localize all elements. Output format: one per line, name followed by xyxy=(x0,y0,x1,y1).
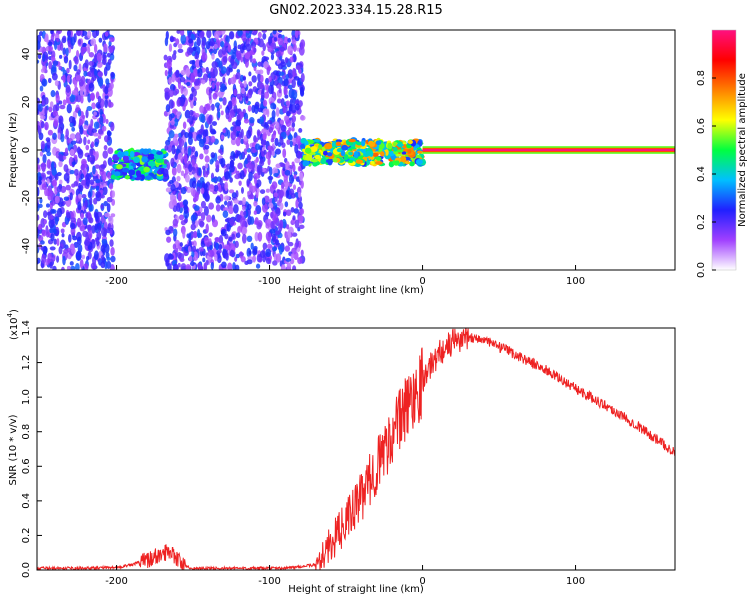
x-tick-label: 100 xyxy=(566,576,585,587)
y-tick-label: 0.6 xyxy=(21,458,32,474)
colorbar-tick-label: 0.8 xyxy=(696,70,707,86)
snr-x-label: Height of straight line (km) xyxy=(288,584,424,595)
colorbar-frame xyxy=(711,29,737,271)
snr-frame xyxy=(36,327,676,571)
x-tick-label: 0 xyxy=(419,576,425,587)
x-tick-label: 0 xyxy=(419,276,425,287)
heatmap-region xyxy=(110,147,170,182)
svg-text:(x104): (x104) xyxy=(6,309,20,340)
heatmap-region xyxy=(37,30,116,270)
colorbar-tick-label: 0.6 xyxy=(696,118,707,134)
snr-y-label: SNR (10 * v/v) xyxy=(8,414,19,485)
y-tick-label: 0 xyxy=(21,147,32,153)
heatmap-region xyxy=(300,137,427,168)
colorbar-gradient xyxy=(712,30,736,270)
colorbar: 0.0 0.2 0.4 0.6 0.8 Normalized spectral ampl… xyxy=(696,29,748,278)
snr-series-line xyxy=(37,328,675,570)
y-tick-label: 1.0 xyxy=(21,389,32,405)
y-tick-label: 1.2 xyxy=(21,355,32,371)
x-tick-label: -200 xyxy=(105,276,128,287)
snr-y-axis: 0.0 0.2 0.4 0.6 0.8 1.0 1.2 1.4 xyxy=(21,320,42,578)
snr-multiplier-base: (x10 xyxy=(9,317,20,340)
spectrogram-y-axis: -40 -20 0 20 40 xyxy=(21,48,42,254)
snr-panel: -200 -100 0 100 0.0 0.2 0.4 0.6 0.8 1.0 1.2 1.4 He… xyxy=(6,309,676,595)
colorbar-axis: 0.0 0.2 0.4 0.6 0.8 xyxy=(696,70,716,278)
spectrogram-y-label: Frequency (Hz) xyxy=(8,112,19,188)
colorbar-label: Normalized spectral amplitude xyxy=(737,73,748,227)
y-tick-label: -20 xyxy=(21,190,32,206)
x-tick-label: -100 xyxy=(258,576,281,587)
spectrogram-x-axis: -200 -100 0 100 xyxy=(105,265,585,287)
figure-title: GN02.2023.334.15.28.R15 xyxy=(269,3,443,18)
y-tick-label: 1.4 xyxy=(21,320,32,336)
y-tick-label: 20 xyxy=(21,96,32,109)
y-tick-label: 0.2 xyxy=(21,527,32,543)
snr-multiplier: (x104) xyxy=(6,309,20,340)
heatmap-region xyxy=(422,146,675,154)
spectrogram-x-label: Height of straight line (km) xyxy=(288,285,424,296)
snr-x-axis: -200 -100 0 100 xyxy=(105,565,585,587)
x-tick-label: -200 xyxy=(105,576,128,587)
colorbar-tick-label: 0.4 xyxy=(696,166,707,182)
y-tick-label: -40 xyxy=(21,238,32,254)
y-tick-label: 0.8 xyxy=(21,424,32,440)
spectrogram-image xyxy=(37,30,675,270)
colorbar-tick-label: 0.0 xyxy=(696,262,707,278)
y-tick-label: 0.4 xyxy=(21,493,32,509)
snr-multiplier-exp: 4 xyxy=(6,312,14,317)
x-tick-label: -100 xyxy=(258,276,281,287)
y-tick-label: 40 xyxy=(21,48,32,61)
y-tick-label: 0.0 xyxy=(21,562,32,578)
colorbar-tick-label: 0.2 xyxy=(696,214,707,230)
x-tick-label: 100 xyxy=(566,276,585,287)
heatmap-region xyxy=(162,30,306,270)
